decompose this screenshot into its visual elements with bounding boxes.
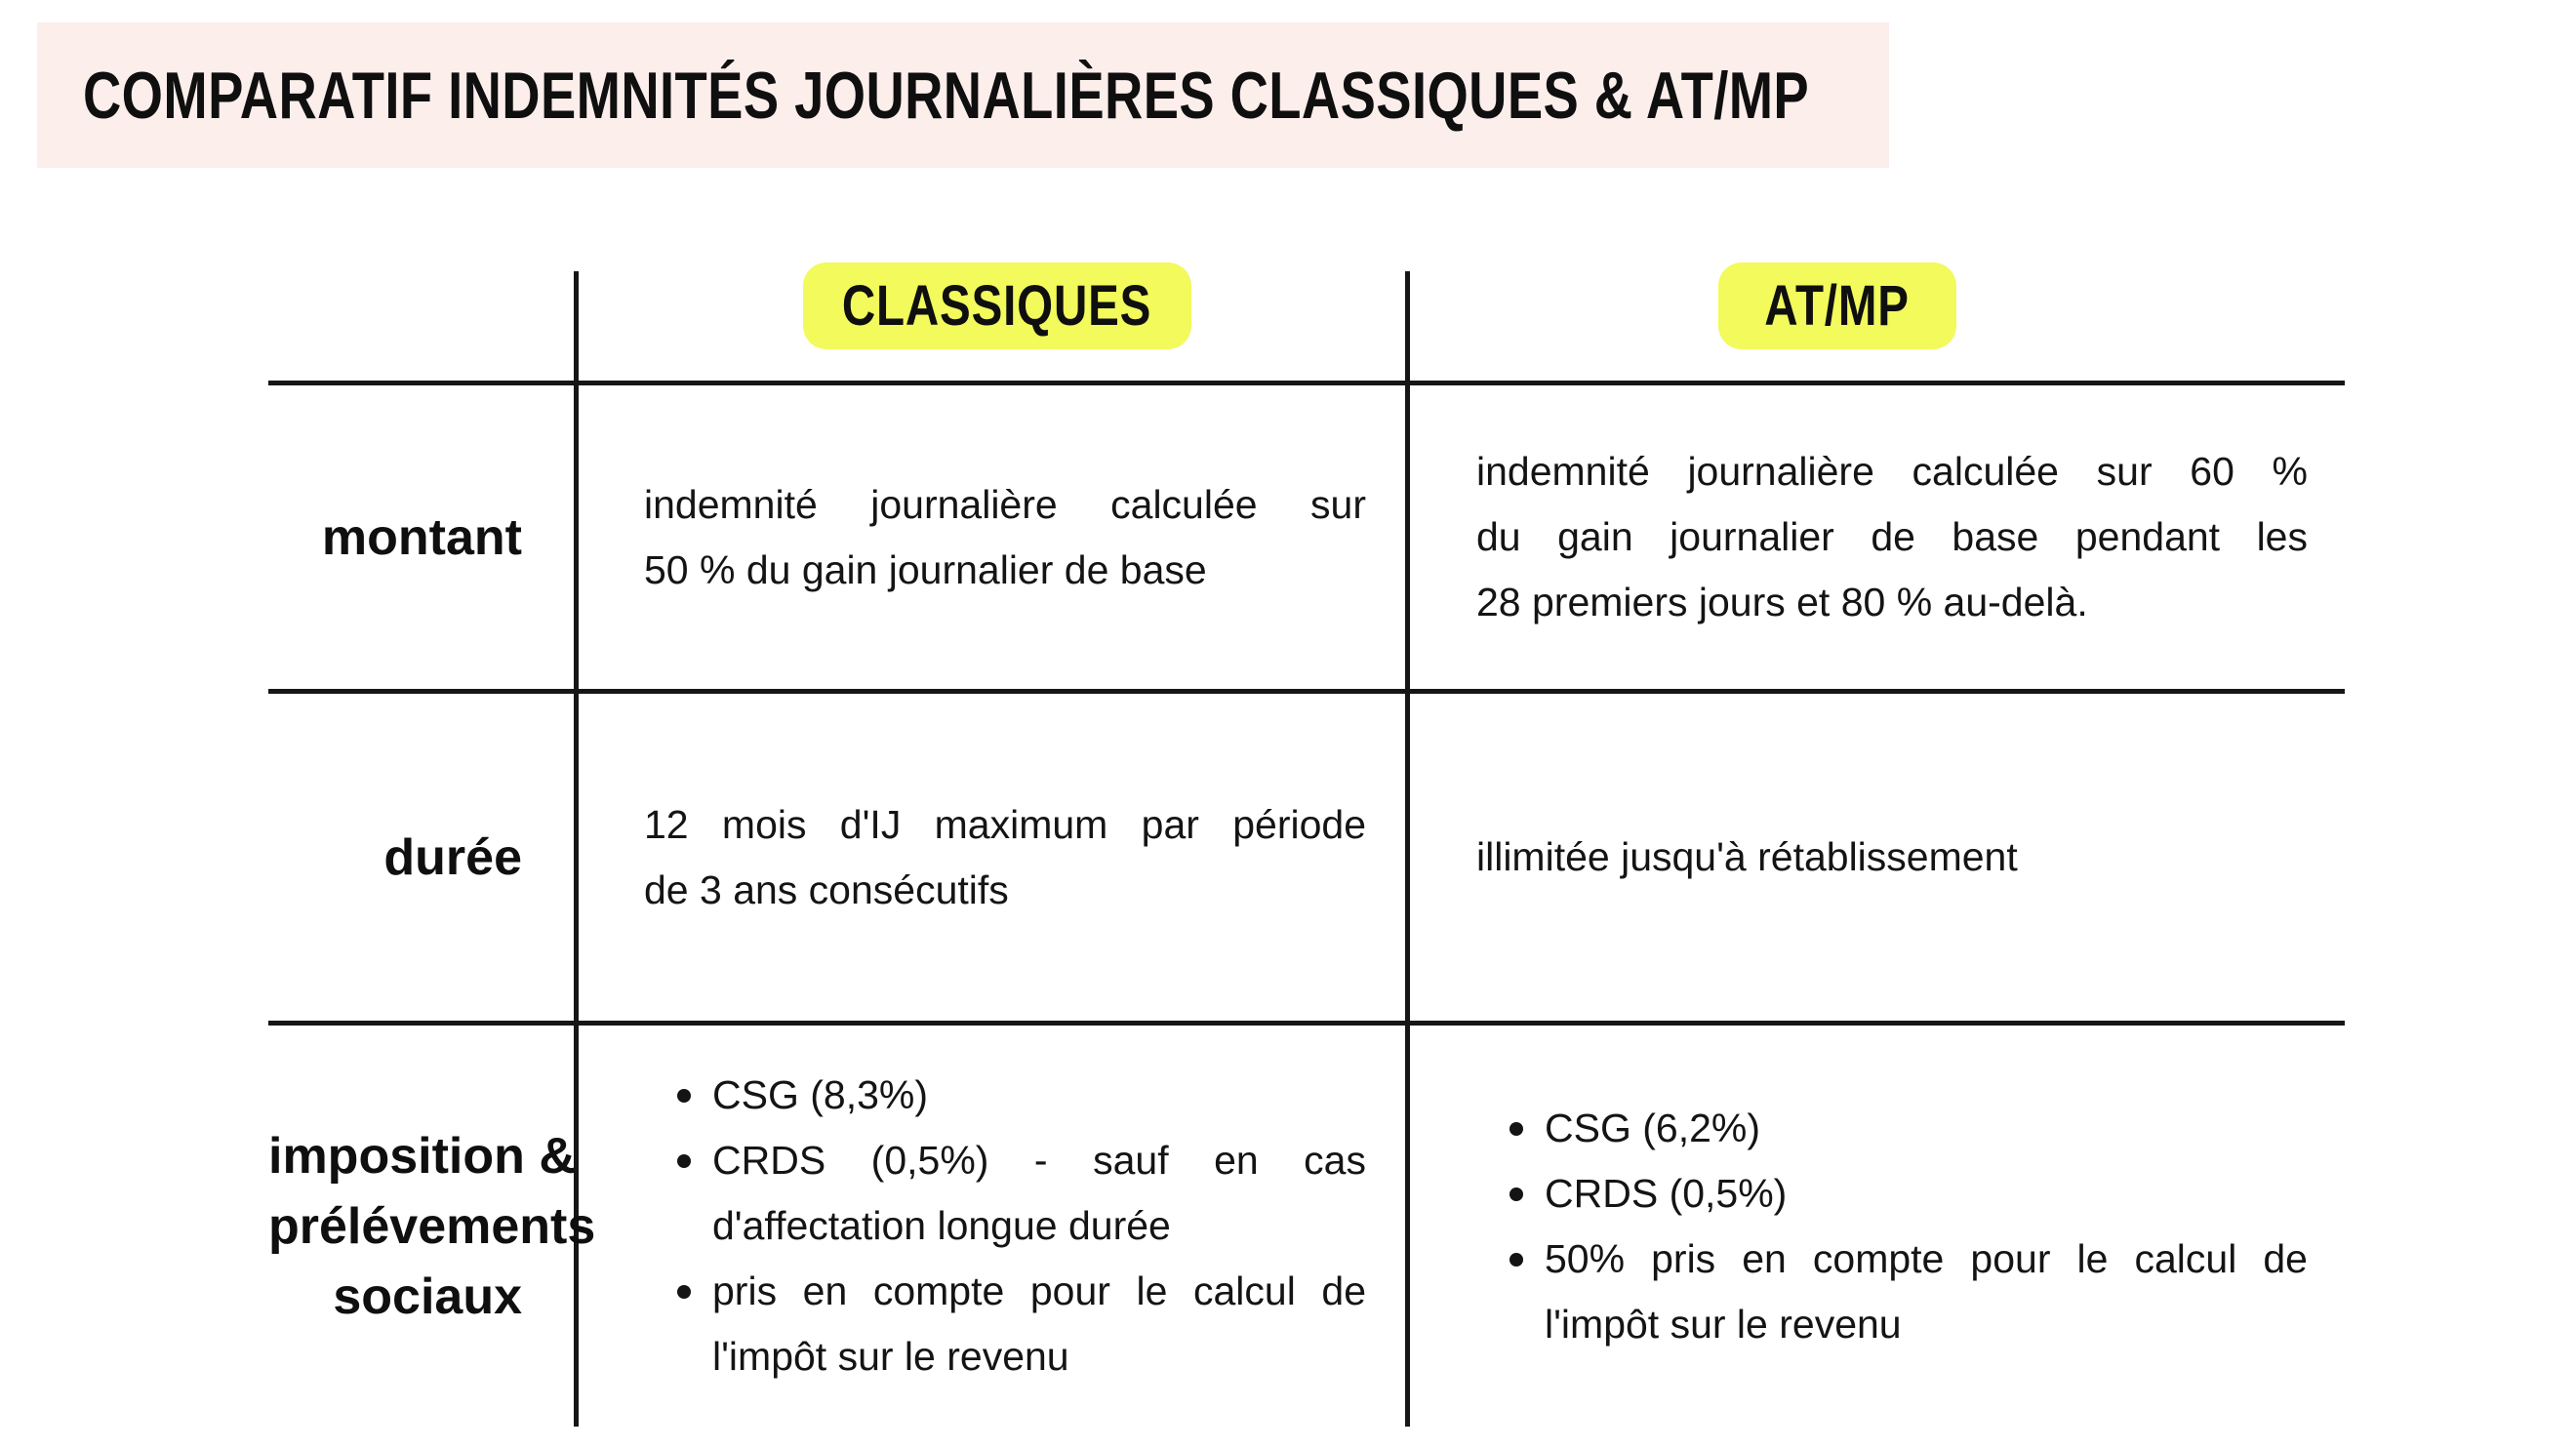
list-item: CRDS (0,5%) - sauf en cas d'affectation … (644, 1128, 1366, 1259)
table-row-divider (268, 1021, 2345, 1026)
list-item: CRDS (0,5%) (1476, 1161, 2308, 1227)
title-banner: COMPARATIF INDEMNITÉS JOURNALIÈRES CLASS… (37, 22, 1889, 168)
cell-imposition-classiques: CSG (8,3%) CRDS (0,5%) - sauf en cas d'a… (644, 1026, 1366, 1427)
bullet-icon (677, 1154, 691, 1168)
bullet-icon (1509, 1121, 1523, 1136)
row-label-montant: montant (321, 508, 522, 566)
column-header-classiques: CLASSIQUES (803, 262, 1191, 349)
list-item: 50% pris en compte pour le calcul de l'i… (1476, 1227, 2308, 1357)
list-item: pris en compte pour le calcul de l'impôt… (644, 1259, 1366, 1389)
bullet-icon (1509, 1252, 1523, 1267)
row-label-duree: durée (383, 828, 522, 886)
cell-montant-atmp: indemnité journalière calculée sur 60 % … (1476, 449, 2308, 624)
column-header-label: AT/MP (1764, 274, 1911, 338)
table-row-divider (268, 689, 2345, 694)
bullet-icon (677, 1285, 691, 1299)
table-column-divider (574, 271, 579, 1427)
cell-duree-classiques: 12 mois d'IJ maximum par période de 3 an… (644, 801, 1366, 912)
cell-duree-atmp: illimitée jusqu'à rétablissement (1476, 834, 2018, 879)
bullet-icon (1509, 1187, 1523, 1201)
table-column-divider (1405, 271, 1410, 1427)
cell-imposition-atmp: CSG (6,2%) CRDS (0,5%) 50% pris en compt… (1476, 1026, 2308, 1427)
list-item: CSG (8,3%) (644, 1063, 1366, 1128)
bullet-icon (677, 1089, 691, 1103)
column-header-label: CLASSIQUES (842, 274, 1152, 338)
column-header-atmp: AT/MP (1718, 262, 1956, 349)
table-row-divider (268, 381, 2345, 385)
list-item: CSG (6,2%) (1476, 1096, 2308, 1161)
page-title: COMPARATIF INDEMNITÉS JOURNALIÈRES CLASS… (83, 58, 1810, 133)
row-label-imposition: imposition & prélévements sociaux (268, 1127, 596, 1325)
cell-montant-classiques: indemnité journalière calculée sur 50 % … (644, 481, 1366, 592)
